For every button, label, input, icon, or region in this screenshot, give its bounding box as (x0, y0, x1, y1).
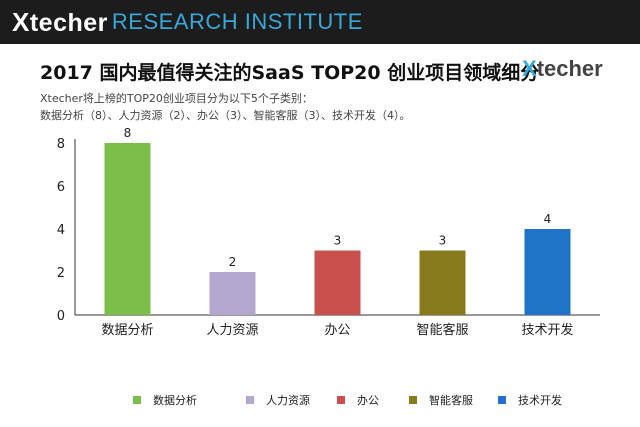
legend-item: 办公 (337, 392, 379, 408)
bar-3 (314, 250, 361, 315)
legend-label: 人力资源 (266, 394, 310, 407)
y-tick-label: 0 (57, 309, 65, 324)
legend-swatch (337, 396, 345, 404)
x-tick-label: 技术开发 (521, 322, 573, 338)
bar-4 (419, 250, 466, 315)
legend-item: 智能客服 (409, 392, 473, 408)
subtitle-line-2: 数据分析（8）、人力资源（2）、办公（3）、智能客服（3）、技术开发（4）。 (40, 109, 411, 122)
legend-swatch (409, 396, 417, 404)
legend-swatch (246, 396, 254, 404)
org-name: RESEARCH INSTITUTE (111, 9, 363, 34)
chart-legend: 数据分析 人力资源 办公 智能客服 技术开发 (0, 392, 640, 412)
bar-2 (209, 272, 256, 315)
legend-item: 人力资源 (246, 392, 310, 408)
chart-title: 2017 国内最值得关注的SaaS TOP20 创业项目领域细分 (40, 62, 540, 84)
data-label: 3 (439, 234, 447, 248)
header-bar: Xtecher RESEARCH INSTITUTE (0, 0, 640, 44)
y-tick-label: 8 (57, 137, 65, 152)
y-tick-label: 2 (57, 266, 65, 281)
legend-item: 数据分析 (133, 392, 197, 408)
brand-logo: Xtecher (12, 6, 108, 37)
legend-label: 数据分析 (153, 394, 197, 407)
y-tick-label: 4 (57, 223, 65, 238)
legend-label: 办公 (357, 394, 379, 407)
x-tick-label: 智能客服 (416, 322, 468, 338)
y-tick-label: 6 (57, 180, 65, 195)
legend-swatch (133, 396, 141, 404)
x-tick-label: 数据分析 (101, 323, 153, 338)
data-label: 4 (544, 212, 552, 226)
data-label: 2 (229, 255, 237, 269)
x-tick-label: 人力资源 (206, 323, 258, 338)
x-tick-label: 办公 (324, 323, 350, 338)
data-label: 3 (334, 234, 342, 248)
legend-item: 技术开发 (498, 392, 562, 408)
subtitle-line-1: Xtecher将上榜的TOP20创业项目分为以下5个子类别： (40, 92, 313, 105)
data-label: 8 (124, 126, 132, 140)
bar-5 (524, 229, 571, 315)
bar-1 (104, 143, 151, 315)
xtecher-logo: Xtecher (522, 56, 603, 81)
legend-label: 技术开发 (518, 394, 562, 407)
legend-swatch (498, 396, 506, 404)
legend-label: 智能客服 (429, 394, 473, 407)
